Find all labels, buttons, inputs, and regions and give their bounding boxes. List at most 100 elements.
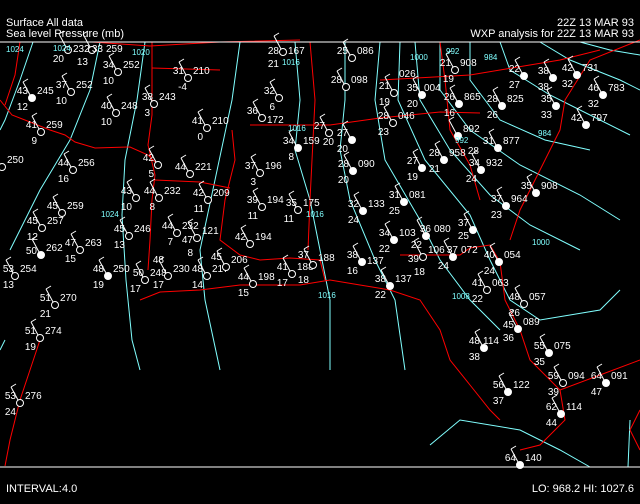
clear-sky-icon xyxy=(64,46,72,54)
wind-barb-icon xyxy=(384,76,393,91)
wind-barb-icon xyxy=(508,312,517,327)
state-border xyxy=(439,41,481,201)
station-plot: 39 194 11 xyxy=(247,187,284,222)
overcast-sky-icon xyxy=(455,100,463,108)
station-dewpoint: 38 xyxy=(469,352,481,363)
clear-sky-icon xyxy=(164,272,172,280)
station-dewpoint: 26 xyxy=(487,110,499,121)
station-pressure: 054 xyxy=(504,250,521,261)
station-plot: 46 783 32 xyxy=(588,75,625,110)
overcast-sky-icon xyxy=(454,132,462,140)
station-plot: 37 196 3 xyxy=(245,153,282,188)
valid-time: 22Z 13 MAR 93 xyxy=(556,17,634,29)
station-temperature: 42 xyxy=(562,63,574,74)
station-temperature: 48 xyxy=(93,264,105,275)
clear-sky-icon xyxy=(279,48,287,56)
station-plot: 42 797 xyxy=(571,105,608,129)
wind-barb-flag xyxy=(288,190,295,195)
wind-barb-flag xyxy=(449,84,456,89)
station-plot: 41 063 22 xyxy=(472,270,509,305)
station-pressure: 259 xyxy=(46,120,63,131)
overcast-sky-icon xyxy=(599,91,607,99)
wind-barb-flag xyxy=(288,128,295,133)
station-temperature: 28 xyxy=(429,148,441,159)
station-plot: 51 274 19 xyxy=(25,318,62,353)
station-pressure: 252 xyxy=(123,60,140,71)
station-pressure: 140 xyxy=(525,453,542,464)
wind-barb-icon xyxy=(352,245,361,260)
wind-barb-flag xyxy=(489,242,496,247)
station-plot: 33 259 13 xyxy=(77,30,123,68)
isobar-line xyxy=(627,419,631,468)
wind-barb-flag xyxy=(180,154,187,159)
wind-barb-icon xyxy=(539,336,548,351)
station-temperature: 37 xyxy=(458,218,470,229)
wind-barb-icon xyxy=(384,223,393,238)
wind-barb-flag xyxy=(282,254,289,259)
wind-barb-icon xyxy=(471,153,480,168)
clear-sky-icon xyxy=(256,169,264,177)
station-temperature: 48 xyxy=(509,292,521,303)
station-temperature: 45 xyxy=(503,320,515,331)
overcast-sky-icon xyxy=(28,94,36,102)
station-pressure: 964 xyxy=(511,194,528,205)
station-temperature: 35 xyxy=(521,181,533,192)
isobar-label: 1016 xyxy=(306,210,324,219)
clear-sky-icon xyxy=(294,206,302,214)
wind-barb-icon xyxy=(63,153,72,168)
station-temperature: 41 xyxy=(472,278,484,289)
isobar-label: 1000 xyxy=(410,53,428,62)
clear-sky-icon xyxy=(51,301,59,309)
wind-barb-flag xyxy=(108,52,115,57)
isobar-label: 984 xyxy=(538,129,552,138)
station-pressure: 091 xyxy=(611,371,628,382)
station-dewpoint: 11 xyxy=(194,204,205,215)
wind-barb-icon xyxy=(178,61,187,76)
overcast-sky-icon xyxy=(349,167,357,175)
station-pressure: 137 xyxy=(367,256,384,267)
station-plot: 37 964 23 xyxy=(491,186,528,221)
station-plot: 38 243 3 xyxy=(142,84,176,119)
station-temperature: 64 xyxy=(591,371,603,382)
station-pressure: 908 xyxy=(460,58,477,69)
station-dewpoint: 25 xyxy=(389,206,401,217)
station-pressure: 098 xyxy=(351,75,368,86)
station-temperature: 28 xyxy=(378,111,390,122)
clear-sky-icon xyxy=(69,166,77,174)
wind-barb-icon xyxy=(567,58,576,73)
wind-barb-icon xyxy=(343,154,352,169)
station-dewpoint: 3 xyxy=(144,108,150,119)
overcast-sky-icon xyxy=(494,144,502,152)
station-dewpoint: 15 xyxy=(65,254,77,265)
wind-barb-flag xyxy=(31,235,38,240)
clear-sky-icon xyxy=(288,270,296,278)
station-temperature: 22 xyxy=(509,64,521,75)
station-plot: 62 114 44 xyxy=(546,394,582,429)
station-dewpoint: 24 xyxy=(5,407,17,418)
station-pressure: 210 xyxy=(193,66,210,77)
clear-sky-icon xyxy=(88,46,96,54)
overcast-sky-icon xyxy=(477,166,485,174)
isobar-line xyxy=(0,41,34,131)
wind-barb-flag xyxy=(416,216,423,221)
clear-sky-icon xyxy=(186,170,194,178)
station-pressure: 046 xyxy=(398,111,415,122)
clear-sky-icon xyxy=(309,261,317,269)
station-dewpoint: 21 xyxy=(429,164,441,175)
clear-sky-icon xyxy=(36,334,44,342)
station-dewpoint: 6 xyxy=(269,102,275,113)
station-plot: 28 090 20 xyxy=(338,151,375,186)
station-plot: 31 210 -4 xyxy=(173,58,210,93)
station-pressure: 232 xyxy=(164,186,181,197)
station-pressure: 194 xyxy=(255,232,272,243)
station-dewpoint: 10 xyxy=(101,117,113,128)
wind-barb-flag xyxy=(353,191,360,196)
overcast-sky-icon xyxy=(418,164,426,172)
station-temperature: 26 xyxy=(444,92,456,103)
clear-sky-icon xyxy=(173,229,181,237)
station-pressure: 198 xyxy=(258,272,275,283)
isobar-label: 1024 xyxy=(6,45,24,54)
station-dewpoint: 11 xyxy=(248,211,259,222)
station-pressure: 865 xyxy=(464,92,481,103)
